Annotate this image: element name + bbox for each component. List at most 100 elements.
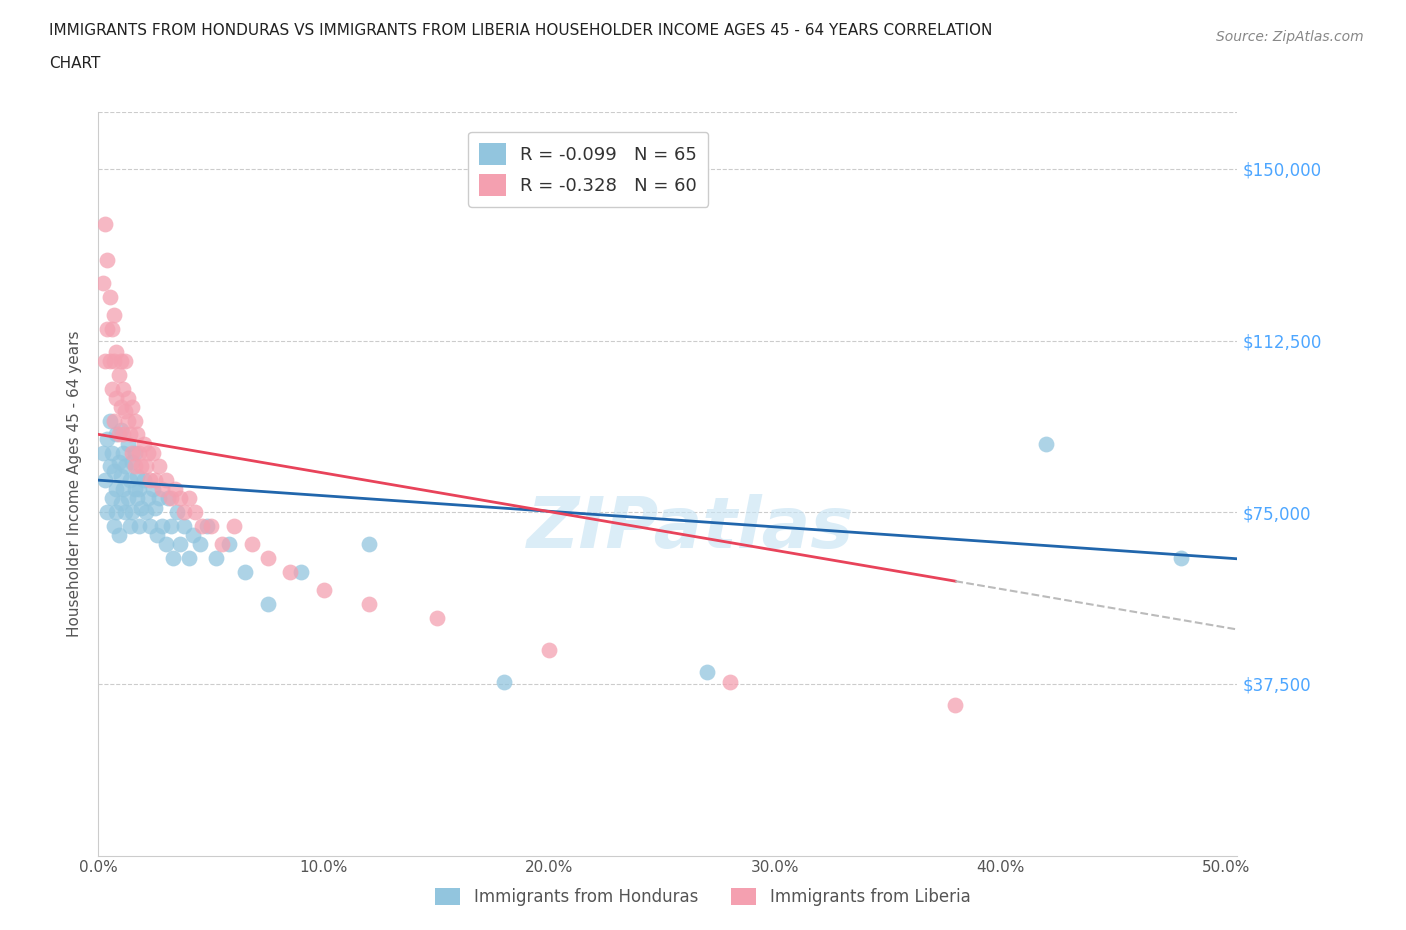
Point	[143, 472, 166, 487]
Point	[110, 400, 132, 415]
Point	[139, 472, 162, 487]
Legend: R = -0.099   N = 65, R = -0.328   N = 60: R = -0.099 N = 65, R = -0.328 N = 60	[468, 132, 709, 206]
Point	[125, 427, 148, 442]
Point	[696, 665, 718, 680]
Point	[159, 491, 181, 506]
Point	[155, 472, 177, 487]
Point	[112, 381, 135, 396]
Point	[1035, 436, 1057, 451]
Point	[169, 537, 191, 551]
Point	[128, 445, 150, 460]
Point	[101, 491, 124, 506]
Point	[135, 459, 157, 474]
Point	[278, 565, 301, 579]
Point	[117, 391, 139, 405]
Text: CHART: CHART	[49, 56, 101, 71]
Point	[114, 505, 136, 520]
Point	[96, 253, 118, 268]
Point	[184, 505, 207, 520]
Point	[91, 276, 114, 291]
Point	[124, 413, 146, 428]
Point	[132, 472, 155, 487]
Point	[129, 459, 152, 474]
Point	[177, 491, 200, 506]
Point	[114, 459, 136, 474]
Point	[117, 413, 139, 428]
Point	[105, 344, 128, 359]
Point	[148, 491, 170, 506]
Point	[136, 445, 159, 460]
Point	[357, 596, 380, 611]
Point	[177, 551, 200, 565]
Point	[136, 491, 159, 506]
Point	[211, 537, 233, 551]
Legend: Immigrants from Honduras, Immigrants from Liberia: Immigrants from Honduras, Immigrants fro…	[429, 881, 977, 912]
Point	[191, 519, 214, 534]
Point	[173, 519, 195, 534]
Point	[188, 537, 211, 551]
Point	[159, 519, 181, 534]
Point	[103, 519, 125, 534]
Point	[117, 491, 139, 506]
Point	[103, 308, 125, 323]
Point	[107, 427, 129, 442]
Point	[98, 459, 121, 474]
Point	[98, 413, 121, 428]
Point	[125, 491, 148, 506]
Point	[165, 482, 187, 497]
Point	[121, 445, 143, 460]
Point	[96, 322, 118, 337]
Point	[139, 519, 162, 534]
Point	[112, 445, 135, 460]
Point	[98, 353, 121, 368]
Point	[105, 391, 128, 405]
Point	[125, 468, 148, 483]
Point	[218, 537, 240, 551]
Point	[110, 496, 132, 511]
Point	[114, 353, 136, 368]
Point	[94, 472, 117, 487]
Point	[121, 400, 143, 415]
Point	[312, 582, 335, 597]
Point	[107, 367, 129, 382]
Point	[91, 445, 114, 460]
Point	[118, 519, 141, 534]
Point	[141, 445, 163, 460]
Point	[114, 404, 136, 418]
Text: Source: ZipAtlas.com: Source: ZipAtlas.com	[1216, 30, 1364, 44]
Point	[132, 436, 155, 451]
Point	[124, 482, 146, 497]
Point	[181, 527, 204, 542]
Point	[256, 551, 278, 565]
Point	[118, 427, 141, 442]
Point	[157, 491, 180, 506]
Point	[124, 445, 146, 460]
Point	[94, 217, 117, 232]
Point	[124, 459, 146, 474]
Point	[150, 519, 173, 534]
Point	[538, 642, 561, 657]
Point	[121, 505, 143, 520]
Point	[150, 482, 173, 497]
Point	[110, 422, 132, 437]
Point	[105, 482, 128, 497]
Point	[105, 427, 128, 442]
Text: ZIPatlas: ZIPatlas	[527, 494, 855, 563]
Point	[945, 698, 967, 712]
Point	[103, 413, 125, 428]
Point	[96, 432, 118, 446]
Point	[173, 505, 195, 520]
Point	[166, 505, 188, 520]
Point	[112, 427, 135, 442]
Point	[107, 455, 129, 470]
Point	[146, 527, 169, 542]
Point	[110, 468, 132, 483]
Point	[148, 459, 170, 474]
Point	[195, 519, 218, 534]
Point	[1170, 551, 1192, 565]
Point	[96, 505, 118, 520]
Point	[162, 551, 184, 565]
Point	[121, 455, 143, 470]
Point	[204, 551, 226, 565]
Point	[103, 353, 125, 368]
